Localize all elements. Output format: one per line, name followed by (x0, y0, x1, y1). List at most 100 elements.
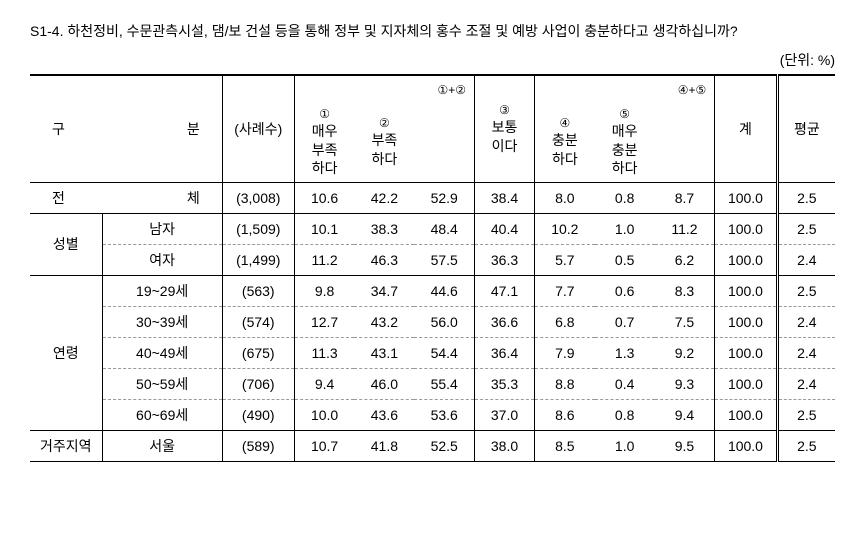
cell-label: 여자 (102, 244, 222, 275)
hdr-sample: (사례수) (222, 75, 294, 183)
cell-n: (563) (222, 275, 294, 306)
cell-s12: 52.5 (414, 430, 474, 461)
cell-tot: 100.0 (715, 213, 777, 244)
cell-v1: 9.4 (294, 368, 354, 399)
hdr-group12: ①+② (294, 75, 474, 102)
cell-avg: 2.4 (777, 244, 835, 275)
cell-v5: 0.8 (595, 399, 655, 430)
cell-label: 19~29세 (102, 275, 222, 306)
cell-v1: 10.0 (294, 399, 354, 430)
group-gender: 성별 (30, 213, 102, 275)
cell-v1: 10.1 (294, 213, 354, 244)
cell-s12: 44.6 (414, 275, 474, 306)
cell-v3: 47.1 (474, 275, 534, 306)
cell-v5: 0.6 (595, 275, 655, 306)
cell-label: 서울 (102, 430, 222, 461)
cell-v3: 38.0 (474, 430, 534, 461)
cell-s45: 9.5 (655, 430, 715, 461)
cell-s12: 48.4 (414, 213, 474, 244)
group-age: 연령 (30, 275, 102, 430)
cell-n: (675) (222, 337, 294, 368)
cell-s45: 8.3 (655, 275, 715, 306)
cell-v2: 42.2 (354, 182, 414, 213)
hdr-category: 구 분 (30, 75, 222, 183)
cell-label: 50~59세 (102, 368, 222, 399)
cell-avg: 2.5 (777, 182, 835, 213)
cell-v2: 41.8 (354, 430, 414, 461)
hdr-group45: ④+⑤ (535, 75, 715, 102)
row-a30: 30~39세 (574) 12.7 43.2 56.0 36.6 6.8 0.7… (30, 306, 835, 337)
cell-label: 40~49세 (102, 337, 222, 368)
cell-v4: 8.8 (535, 368, 595, 399)
cell-tot: 100.0 (715, 275, 777, 306)
hdr-c2: ② 부족하다 (354, 102, 414, 183)
hdr-c3: ③ 보통이다 (474, 75, 534, 183)
cell-tot: 100.0 (715, 368, 777, 399)
cell-v5: 0.8 (595, 182, 655, 213)
cell-v5: 0.4 (595, 368, 655, 399)
cell-tot: 100.0 (715, 430, 777, 461)
cell-s45: 6.2 (655, 244, 715, 275)
cell-v5: 0.7 (595, 306, 655, 337)
cell-s12: 55.4 (414, 368, 474, 399)
cell-v1: 9.8 (294, 275, 354, 306)
cell-avg: 2.5 (777, 213, 835, 244)
hdr-total: 계 (715, 75, 777, 183)
cell-v3: 36.6 (474, 306, 534, 337)
cell-v5: 1.0 (595, 213, 655, 244)
row-seoul: 거주지역 서울 (589) 10.7 41.8 52.5 38.0 8.5 1.… (30, 430, 835, 461)
cell-v2: 46.3 (354, 244, 414, 275)
cell-tot: 100.0 (715, 182, 777, 213)
cell-v1: 11.3 (294, 337, 354, 368)
cell-v3: 37.0 (474, 399, 534, 430)
cell-n: (589) (222, 430, 294, 461)
cell-v4: 8.6 (535, 399, 595, 430)
cell-s45: 9.2 (655, 337, 715, 368)
cell-all-label: 전체 (30, 182, 222, 213)
cell-tot: 100.0 (715, 337, 777, 368)
cell-avg: 2.5 (777, 399, 835, 430)
cell-v2: 43.6 (354, 399, 414, 430)
hdr-category-b: 분 (187, 119, 200, 139)
survey-question: S1-4. 하천정비, 수문관측시설, 댐/보 건설 등을 통해 정부 및 지자… (30, 20, 835, 44)
hdr-s45 (655, 102, 715, 183)
row-a19: 연령 19~29세 (563) 9.8 34.7 44.6 47.1 7.7 0… (30, 275, 835, 306)
cell-tot: 100.0 (715, 244, 777, 275)
cell-s45: 7.5 (655, 306, 715, 337)
hdr-category-a: 구 (52, 119, 65, 139)
cell-s12: 54.4 (414, 337, 474, 368)
cell-n: (3,008) (222, 182, 294, 213)
cell-n: (1,509) (222, 213, 294, 244)
cell-s12: 53.6 (414, 399, 474, 430)
cell-v2: 43.1 (354, 337, 414, 368)
cell-avg: 2.4 (777, 337, 835, 368)
cell-tot: 100.0 (715, 306, 777, 337)
cell-avg: 2.5 (777, 275, 835, 306)
row-male: 성별 남자 (1,509) 10.1 38.3 48.4 40.4 10.2 1… (30, 213, 835, 244)
cell-v4: 5.7 (535, 244, 595, 275)
cell-v1: 10.7 (294, 430, 354, 461)
cell-label: 남자 (102, 213, 222, 244)
row-female: 여자 (1,499) 11.2 46.3 57.5 36.3 5.7 0.5 6… (30, 244, 835, 275)
cell-s45: 9.3 (655, 368, 715, 399)
cell-s45: 8.7 (655, 182, 715, 213)
hdr-c5: ⑤ 매우충분하다 (595, 102, 655, 183)
cell-v3: 36.3 (474, 244, 534, 275)
row-all: 전체 (3,008) 10.6 42.2 52.9 38.4 8.0 0.8 8… (30, 182, 835, 213)
cell-n: (706) (222, 368, 294, 399)
cell-n: (1,499) (222, 244, 294, 275)
cell-v4: 8.5 (535, 430, 595, 461)
hdr-c4: ④ 충분하다 (535, 102, 595, 183)
cell-v2: 46.0 (354, 368, 414, 399)
cell-n: (574) (222, 306, 294, 337)
cell-s45: 11.2 (655, 213, 715, 244)
cell-v5: 1.3 (595, 337, 655, 368)
cell-v3: 35.3 (474, 368, 534, 399)
cell-v1: 12.7 (294, 306, 354, 337)
cell-v4: 8.0 (535, 182, 595, 213)
cell-v3: 40.4 (474, 213, 534, 244)
data-table: 구 분 (사례수) ①+② ③ 보통이다 ④+⑤ 계 평균 ① 매우부족하다 ②… (30, 74, 835, 462)
cell-v2: 43.2 (354, 306, 414, 337)
cell-label: 30~39세 (102, 306, 222, 337)
cell-tot: 100.0 (715, 399, 777, 430)
